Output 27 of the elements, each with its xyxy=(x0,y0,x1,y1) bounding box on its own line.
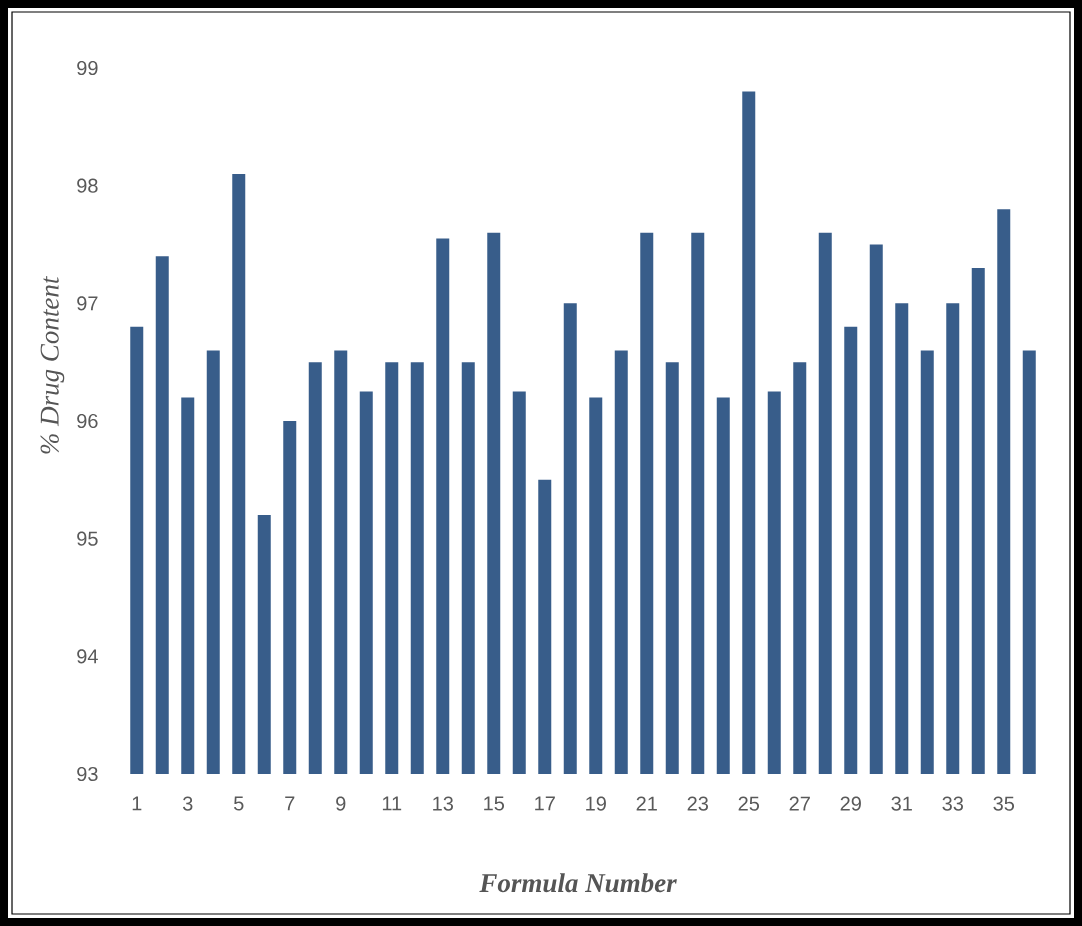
y-tick-label: 97 xyxy=(77,296,98,311)
y-tick-label: 96 xyxy=(77,413,98,429)
x-tick-label: 21 xyxy=(636,796,657,811)
x-tick-label: 7 xyxy=(285,796,295,811)
y-tick-label: 93 xyxy=(77,766,98,782)
x-tick-label: 5 xyxy=(233,796,244,811)
x-tick-label: 1 xyxy=(132,796,142,811)
y-axis-title: % Drug Content xyxy=(40,276,65,454)
x-tick-label: 27 xyxy=(789,796,810,811)
x-tick-label: 25 xyxy=(738,796,760,811)
y-tick-label: 95 xyxy=(77,531,98,546)
x-tick-label: 3 xyxy=(182,796,193,811)
x-tick-label: 23 xyxy=(687,796,709,811)
y-tick-label: 99 xyxy=(77,60,98,76)
x-tick-label: 29 xyxy=(840,796,861,811)
x-tick-label: 17 xyxy=(535,796,555,811)
x-tick-label: 19 xyxy=(586,796,606,811)
x-tick-label: 13 xyxy=(433,796,454,811)
x-tick-label: 9 xyxy=(336,796,346,811)
x-tick-label: 31 xyxy=(891,796,912,811)
x-tick-label: 15 xyxy=(484,796,505,811)
x-tick-label: 11 xyxy=(382,796,402,811)
x-axis-title: Formula Number xyxy=(479,873,677,893)
x-tick-label: 35 xyxy=(993,796,1015,811)
x-tick-label: 33 xyxy=(942,796,964,811)
y-tick-label: 98 xyxy=(77,178,98,193)
y-tick-label: 94 xyxy=(77,649,98,664)
